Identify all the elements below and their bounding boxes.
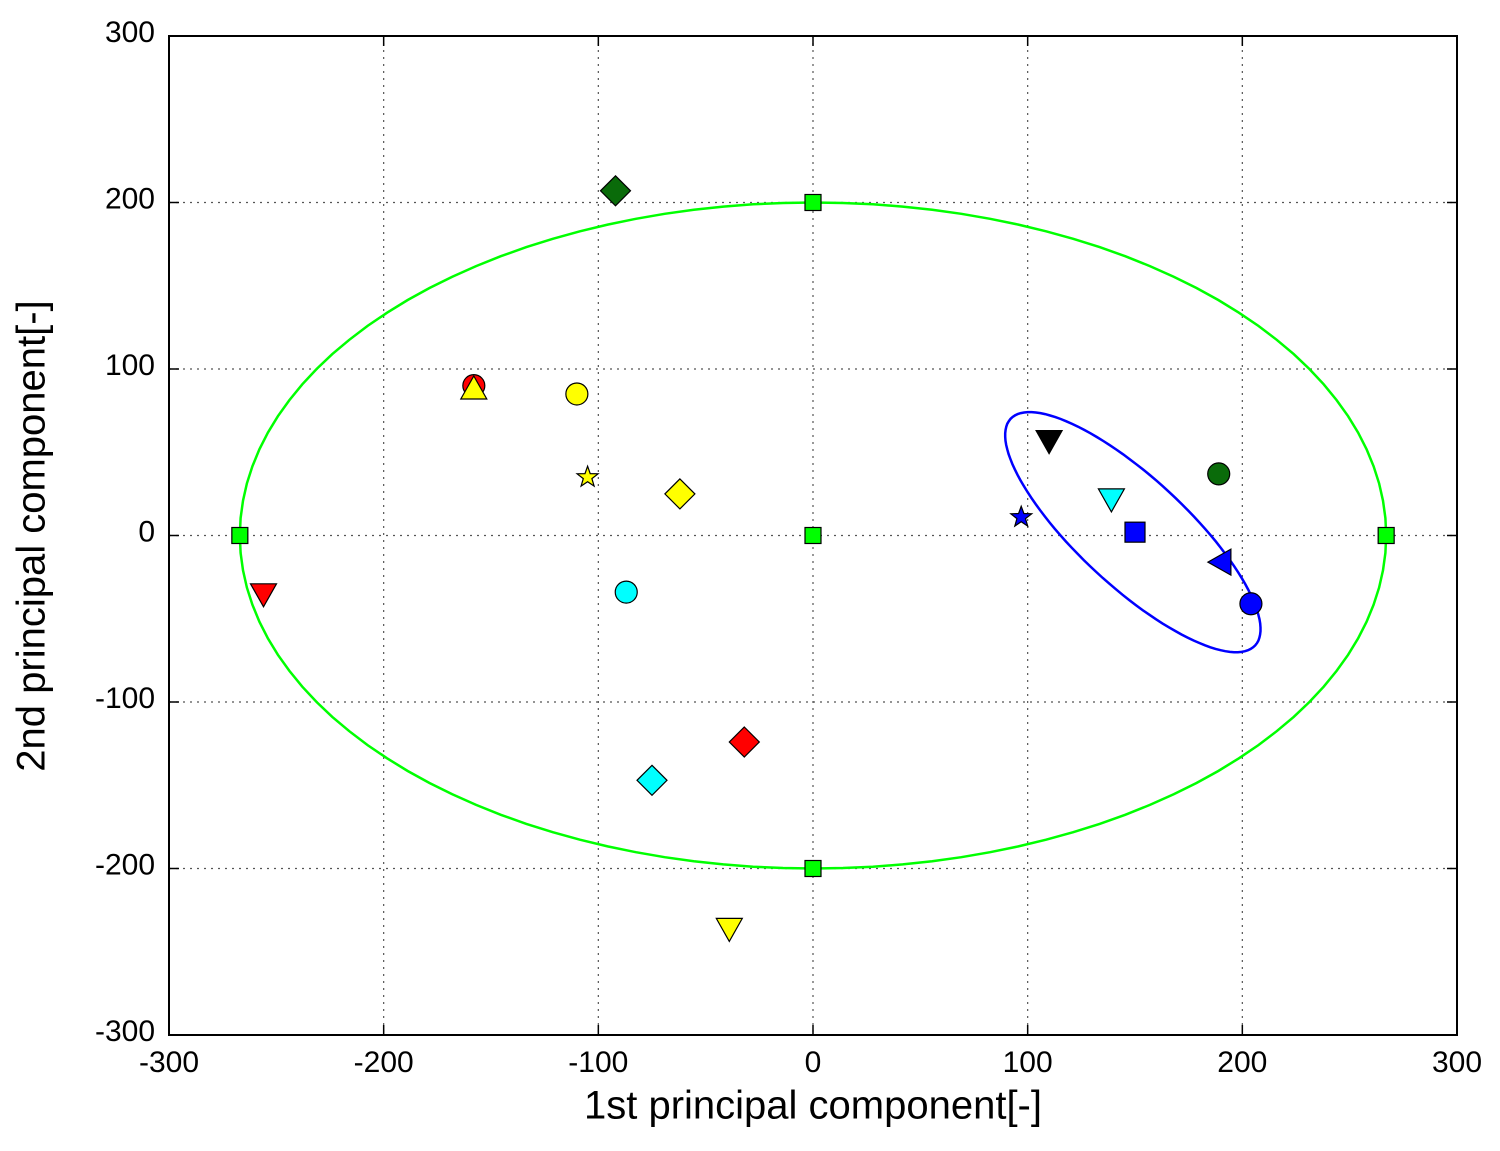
marker	[804, 859, 822, 878]
y-axis-label: 2nd principal component[-]	[10, 300, 54, 771]
marker	[575, 464, 600, 488]
y-tick-label: 200	[105, 182, 155, 215]
marker	[614, 580, 638, 604]
marker	[1207, 462, 1231, 486]
marker	[1035, 430, 1064, 455]
x-tick-label: -100	[568, 1046, 628, 1079]
x-tick-label: 100	[1003, 1046, 1053, 1079]
y-tick-label: 300	[105, 16, 155, 49]
marker	[715, 917, 744, 943]
x-tick-label: 200	[1217, 1046, 1267, 1079]
x-tick-label: 0	[805, 1046, 822, 1079]
marker	[804, 526, 822, 545]
marker	[231, 526, 249, 545]
marker	[728, 726, 761, 758]
y-tick-label: -100	[95, 682, 155, 715]
marker	[1377, 526, 1395, 545]
marker	[565, 382, 589, 406]
y-tick-label: -200	[95, 848, 155, 881]
marker	[1239, 592, 1263, 616]
marker	[636, 764, 668, 797]
y-tick-label: -300	[95, 1015, 155, 1048]
marker	[1009, 504, 1034, 528]
x-tick-label: 300	[1432, 1046, 1482, 1079]
marker	[1097, 488, 1126, 514]
y-tick-label: 100	[105, 349, 155, 382]
marker	[804, 193, 822, 212]
marker	[599, 174, 632, 207]
plot-frame	[168, 35, 1458, 1036]
marker	[249, 583, 278, 609]
marker	[1124, 521, 1146, 543]
x-tick-label: -300	[139, 1046, 199, 1079]
marker	[459, 374, 488, 400]
marker	[664, 478, 696, 510]
x-axis-label: 1st principal component[-]	[584, 1084, 1042, 1128]
x-tick-label: -200	[354, 1046, 414, 1079]
marker	[1206, 548, 1232, 577]
y-tick-label: 0	[138, 515, 155, 548]
